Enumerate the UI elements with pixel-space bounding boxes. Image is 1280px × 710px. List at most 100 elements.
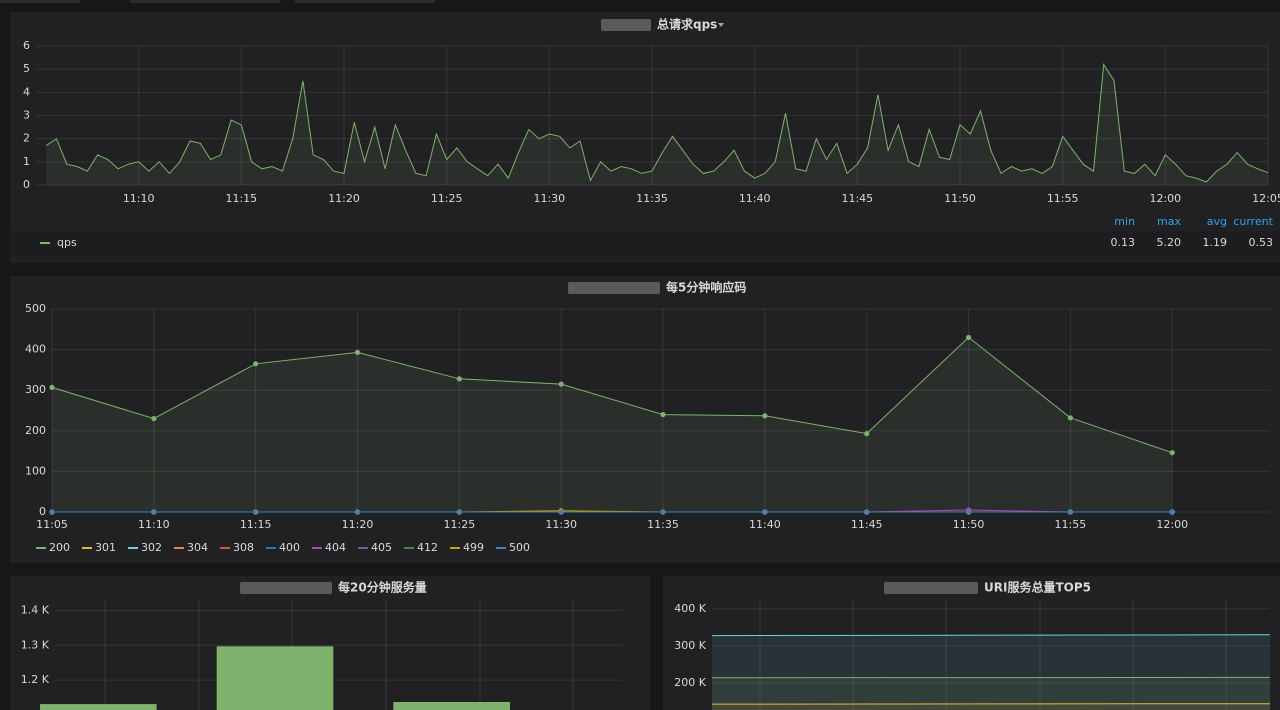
- redacted: [884, 582, 978, 594]
- series-line: [711, 634, 1271, 637]
- x-tick-label: 11:20: [328, 192, 360, 205]
- x-tick-label: 11:45: [851, 518, 883, 531]
- legend-swatch[interactable]: [404, 547, 414, 549]
- panel-title[interactable]: 总请求qps: [657, 17, 717, 32]
- panel-title[interactable]: URI服务总量TOP5: [984, 580, 1091, 595]
- x-tick-label: 11:10: [123, 192, 155, 205]
- x-tick-label: 11:40: [749, 518, 781, 531]
- x-tick-label: 11:50: [944, 192, 976, 205]
- legend-label[interactable]: 404: [325, 541, 346, 554]
- legend-swatch[interactable]: [40, 242, 50, 244]
- x-tick-label: 12:00: [1156, 518, 1188, 531]
- x-tick-label: 11:30: [545, 518, 577, 531]
- y-tick-label: 1.3 K: [21, 638, 50, 651]
- legend-label[interactable]: 308: [233, 541, 254, 554]
- data-point: [151, 416, 157, 422]
- legend-swatch[interactable]: [174, 547, 184, 549]
- x-tick-label: 11:10: [138, 518, 170, 531]
- panel-title[interactable]: 每20分钟服务量: [338, 580, 427, 595]
- y-tick-label: 1: [23, 155, 30, 168]
- series-area: [46, 64, 1268, 185]
- tab: [295, 0, 435, 3]
- y-tick-label: 200: [25, 424, 46, 437]
- legend-label[interactable]: 500: [509, 541, 530, 554]
- data-point: [253, 361, 259, 367]
- legend-swatch[interactable]: [36, 547, 46, 549]
- x-tick-label: 11:50: [953, 518, 985, 531]
- y-tick-label: 400: [25, 343, 46, 356]
- legend-value: 5.20: [1157, 236, 1182, 249]
- y-tick-label: 100: [25, 464, 46, 477]
- x-tick-label: 12:00: [1149, 192, 1181, 205]
- series-area: [52, 337, 1173, 512]
- legend-label[interactable]: qps: [57, 236, 77, 249]
- y-tick-label: 500: [25, 302, 46, 315]
- panel-title[interactable]: 每5分钟响应码: [666, 280, 746, 295]
- legend-value: 0.13: [1111, 236, 1136, 249]
- data-point: [965, 334, 972, 341]
- legend-swatch[interactable]: [128, 547, 138, 549]
- y-tick-label: 6: [23, 39, 30, 52]
- data-point: [354, 349, 361, 356]
- data-point: [151, 509, 157, 515]
- x-tick-label: 11:20: [342, 518, 374, 531]
- x-tick-label: 11:05: [36, 518, 68, 531]
- legend-swatch[interactable]: [358, 547, 368, 549]
- data-point: [1169, 509, 1175, 515]
- legend-row: [10, 231, 1280, 255]
- data-point: [456, 376, 462, 382]
- legend-header[interactable]: max: [1157, 215, 1181, 228]
- legend-swatch[interactable]: [220, 547, 230, 549]
- legend-swatch[interactable]: [496, 547, 506, 549]
- data-point: [762, 509, 768, 515]
- y-tick-label: 300: [25, 383, 46, 396]
- legend-header[interactable]: current: [1233, 215, 1273, 228]
- y-tick-label: 0: [23, 178, 30, 191]
- legend-label[interactable]: 400: [279, 541, 300, 554]
- y-tick-label: 3: [23, 109, 30, 122]
- data-point: [558, 381, 564, 387]
- y-tick-label: 200 K: [674, 676, 706, 689]
- legend-label[interactable]: 405: [371, 541, 392, 554]
- legend-header[interactable]: avg: [1207, 215, 1227, 228]
- data-point: [660, 411, 666, 418]
- y-tick-label: 1.2 K: [21, 673, 50, 686]
- x-tick-label: 11:40: [739, 192, 771, 205]
- legend-swatch[interactable]: [312, 547, 322, 549]
- legend-label[interactable]: 200: [49, 541, 70, 554]
- x-tick-label: 11:25: [431, 192, 463, 205]
- legend-label[interactable]: 499: [463, 541, 484, 554]
- legend-value: 1.19: [1203, 236, 1228, 249]
- legend-label[interactable]: 304: [187, 541, 208, 554]
- legend-swatch[interactable]: [266, 547, 276, 549]
- series-line: [46, 62, 1269, 183]
- data-point: [1169, 450, 1175, 456]
- data-point: [253, 509, 259, 515]
- redacted: [240, 582, 332, 594]
- title-caret[interactable]: [718, 23, 724, 27]
- legend-header[interactable]: min: [1114, 215, 1135, 228]
- y-tick-label: 400 K: [674, 602, 706, 615]
- panel: [10, 276, 1280, 563]
- legend-swatch[interactable]: [450, 547, 460, 549]
- legend-swatch[interactable]: [82, 547, 92, 549]
- legend-value: 0.53: [1249, 236, 1274, 249]
- data-point: [965, 509, 972, 515]
- data-point: [864, 509, 870, 515]
- panel: [10, 12, 1280, 263]
- data-point: [660, 509, 666, 515]
- data-point: [456, 509, 462, 515]
- x-tick-label: 11:35: [647, 518, 679, 531]
- tab: [130, 0, 280, 3]
- legend-label[interactable]: 302: [141, 541, 162, 554]
- legend-label[interactable]: 301: [95, 541, 116, 554]
- bar: [393, 701, 510, 710]
- x-tick-label: 11:35: [636, 192, 668, 205]
- data-point: [864, 431, 870, 437]
- data-point: [354, 509, 361, 515]
- y-tick-label: 300 K: [674, 639, 706, 652]
- x-tick-label: 11:45: [841, 192, 873, 205]
- data-point: [49, 509, 55, 515]
- legend-label[interactable]: 412: [417, 541, 438, 554]
- series-area: [712, 677, 1270, 710]
